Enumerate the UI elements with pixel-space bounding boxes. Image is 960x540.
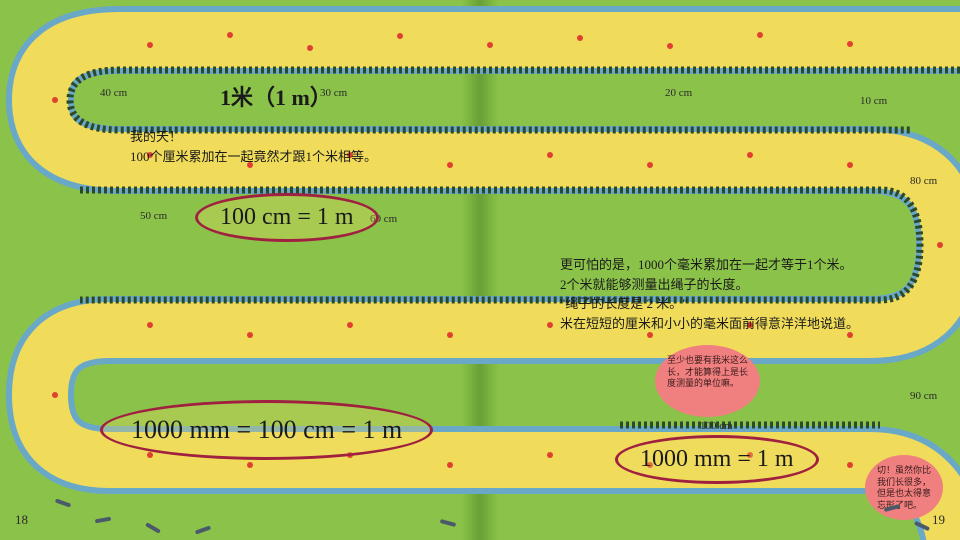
page-title: 1米（1 m） [220, 80, 332, 112]
ruler-mark: 10 cm [860, 95, 887, 107]
ruler-mark: 100 cm [700, 420, 733, 432]
paragraph-1: 我的天！ 100个厘米累加在一起竟然才跟1个米相等。 [130, 127, 377, 166]
ruler-mark: 50 cm [140, 210, 167, 222]
page-number-left: 18 [15, 512, 28, 528]
ruler-mark: 40 cm [100, 87, 127, 99]
text-line: 100个厘米累加在一起竟然才跟1个米相等。 [130, 147, 377, 167]
text-line: 2个米就能够测量出绳子的长度。 [560, 275, 859, 295]
speech-bubble-1: 至少也要有我米这么长，才能算得上是长度测量的单位嘛。 [655, 345, 760, 417]
page-number-right: 19 [932, 512, 945, 528]
paragraph-2: 更可怕的是，1000个毫米累加在一起才等于1个米。 2个米就能够测量出绳子的长度… [560, 255, 859, 333]
text-line: 米在短短的厘米和小小的毫米面前得意洋洋地说道。 [560, 314, 859, 334]
text-line: 更可怕的是，1000个毫米累加在一起才等于1个米。 [560, 255, 859, 275]
text-line: "绳子的长度是 2 米。" [560, 294, 859, 314]
speech-bubble-2: 切！虽然你比我们长很多，但是也太得意忘形了吧。 [865, 455, 943, 520]
ruler-mark: 90 cm [910, 390, 937, 402]
equation-1000mm-100cm-1m: 1000 mm = 100 cm = 1 m [100, 400, 433, 460]
equation-100cm-1m: 100 cm = 1 m [195, 193, 379, 242]
ruler-mark: 80 cm [910, 175, 937, 187]
ruler-mark: 30 cm [320, 87, 347, 99]
equation-1000mm-1m: 1000 mm = 1 m [615, 435, 819, 484]
text-line: 我的天！ [130, 127, 377, 147]
ruler-mark: 20 cm [665, 87, 692, 99]
